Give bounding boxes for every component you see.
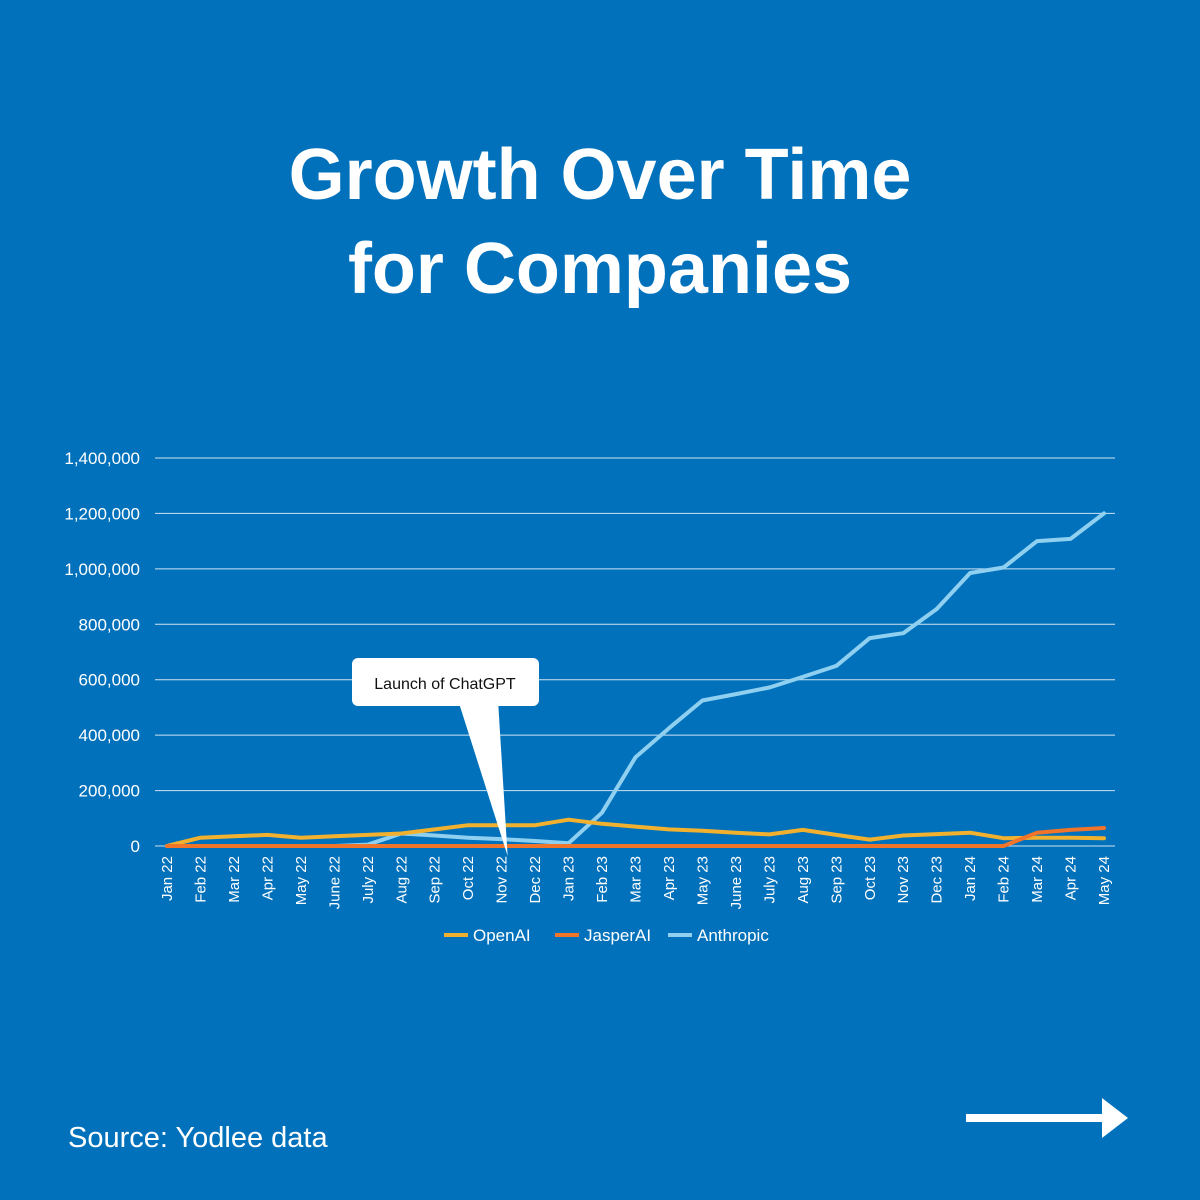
x-tick-label: Apr 24	[1063, 856, 1080, 900]
x-tick-label: Feb 24	[996, 856, 1013, 903]
x-tick-label: Feb 22	[192, 856, 209, 903]
x-tick-label: June 22	[326, 856, 343, 909]
x-tick-label: Nov 23	[895, 856, 912, 904]
x-tick-label: Jan 22	[159, 856, 176, 901]
x-tick-label: Sep 22	[427, 856, 444, 904]
y-tick-label: 800,000	[79, 615, 140, 634]
x-tick-label: Oct 23	[862, 856, 879, 900]
x-tick-label: June 23	[728, 856, 745, 909]
x-tick-label: Jan 23	[561, 856, 578, 901]
x-axis-ticks: Jan 22 Feb 22 Mar 22 Apr 22 May 22 June 22 Jul…	[159, 856, 1113, 909]
chart-annotation: Launch of ChatGPT	[352, 658, 539, 856]
x-tick-label: Feb 23	[594, 856, 611, 903]
y-tick-label: 1,400,000	[64, 449, 140, 468]
title-line-2: for Companies	[347, 229, 853, 309]
y-tick-label: 1,000,000	[64, 560, 140, 579]
x-tick-label: May 23	[694, 856, 711, 905]
callout-text: Launch of ChatGPT	[374, 676, 516, 693]
next-arrow-icon[interactable]	[966, 1096, 1128, 1140]
x-tick-label: Dec 22	[527, 856, 544, 904]
series-line-openai	[165, 817, 1106, 848]
x-tick-label: Sep 23	[828, 856, 845, 904]
y-axis-ticks: 0 200,000 400,000 600,000 800,000 1,000,000 1,…	[64, 449, 140, 856]
series-line-jasperai	[165, 826, 1106, 848]
x-tick-label: May 24	[1096, 856, 1113, 905]
page-title: Growth Over Time for Companies	[0, 128, 1200, 316]
x-tick-label: Nov 22	[494, 856, 511, 904]
x-tick-label: July 23	[761, 856, 778, 904]
x-tick-label: May 22	[293, 856, 310, 905]
x-tick-label: Aug 23	[795, 856, 812, 904]
x-tick-label: Jan 24	[962, 856, 979, 901]
y-tick-label: 1,200,000	[64, 504, 140, 523]
x-tick-label: Apr 23	[661, 856, 678, 900]
legend-label-anthropic: Anthropic	[697, 926, 769, 945]
x-tick-label: Mar 22	[226, 856, 243, 903]
y-tick-label: 600,000	[79, 671, 140, 690]
x-tick-label: Mar 24	[1029, 856, 1046, 903]
callout-box	[352, 658, 539, 706]
chart-series	[165, 511, 1106, 848]
legend-label-openai: OpenAI	[473, 926, 531, 945]
x-tick-label: Aug 22	[393, 856, 410, 904]
x-tick-label: July 22	[360, 856, 377, 904]
y-tick-label: 0	[131, 837, 140, 856]
title-line-1: Growth Over Time	[288, 135, 912, 215]
y-tick-label: 400,000	[79, 726, 140, 745]
legend-label-jasperai: JasperAI	[584, 926, 651, 945]
x-tick-label: Apr 22	[259, 856, 276, 900]
y-tick-label: 200,000	[79, 782, 140, 801]
source-caption: Source: Yodlee data	[68, 1122, 328, 1154]
chart-legend: OpenAI JasperAI Anthropic	[444, 926, 769, 945]
callout-pointer	[458, 700, 508, 856]
x-tick-label: Oct 22	[460, 856, 477, 900]
chart-grid	[155, 457, 1115, 847]
x-tick-label: Mar 23	[628, 856, 645, 903]
x-tick-label: Dec 23	[929, 856, 946, 904]
